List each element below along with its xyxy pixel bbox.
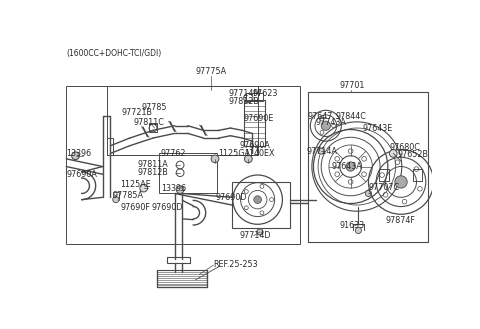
Bar [107, 86, 258, 155]
Text: 97690A: 97690A [66, 170, 97, 179]
Text: 97643E: 97643E [362, 123, 393, 133]
Circle shape [254, 196, 262, 204]
Text: 91633: 91633 [339, 221, 364, 230]
Bar [308, 92, 428, 242]
Text: 97812B: 97812B [229, 97, 260, 106]
Bar [413, 169, 422, 181]
Circle shape [257, 229, 263, 235]
Text: 97762: 97762 [161, 149, 186, 158]
Text: 1140EX: 1140EX [244, 149, 275, 158]
Text: REF.25-253: REF.25-253 [214, 260, 258, 269]
Text: (1600CC+DOHC-TCI/GDI): (1600CC+DOHC-TCI/GDI) [66, 49, 161, 58]
Circle shape [321, 121, 330, 130]
Text: 97721B: 97721B [122, 108, 153, 117]
Text: 97690D: 97690D [215, 193, 247, 202]
Text: 97812B: 97812B [137, 168, 168, 177]
Text: 13396: 13396 [66, 149, 91, 158]
Text: 13396: 13396 [161, 184, 186, 192]
Text: 97743A: 97743A [316, 118, 347, 127]
Text: 97647: 97647 [308, 112, 334, 121]
Circle shape [113, 196, 119, 203]
Bar [113, 192, 119, 200]
Text: 97714M: 97714M [229, 89, 261, 98]
Bar [159, 153, 217, 193]
Bar [244, 100, 264, 146]
Text: 97690E: 97690E [244, 114, 274, 123]
Circle shape [346, 162, 355, 171]
Text: 97707C: 97707C [369, 183, 399, 192]
Bar [149, 123, 157, 132]
Text: 97714A: 97714A [306, 147, 337, 156]
Text: 97811A: 97811A [137, 161, 168, 169]
Bar [246, 93, 263, 101]
Text: 97874F: 97874F [385, 216, 415, 225]
Bar [232, 182, 290, 228]
Circle shape [72, 152, 79, 160]
Bar [66, 86, 300, 243]
Circle shape [140, 184, 147, 192]
Circle shape [395, 176, 407, 188]
Text: 97690D: 97690D [152, 203, 183, 212]
Text: 97811C: 97811C [133, 118, 165, 127]
Circle shape [365, 190, 372, 196]
Bar [379, 169, 389, 181]
Circle shape [211, 155, 219, 163]
Text: 1125GA: 1125GA [218, 149, 250, 158]
Text: 97775A: 97775A [195, 67, 227, 76]
Text: 97623: 97623 [252, 89, 277, 98]
Text: 97652B: 97652B [397, 150, 428, 160]
Circle shape [176, 186, 184, 193]
Text: 1125AE: 1125AE [120, 180, 151, 189]
Text: 97690F: 97690F [120, 203, 150, 212]
Text: 97701: 97701 [339, 81, 364, 90]
Text: 97844C: 97844C [335, 112, 366, 121]
Text: 97714D: 97714D [240, 231, 271, 240]
Text: 97643A: 97643A [331, 162, 362, 171]
Bar [167, 257, 190, 263]
Circle shape [389, 150, 397, 157]
Circle shape [355, 227, 361, 234]
Text: 97690A: 97690A [240, 141, 271, 150]
Bar [107, 138, 113, 155]
Text: 97785A: 97785A [113, 190, 144, 199]
Bar [157, 270, 207, 288]
Circle shape [244, 155, 252, 163]
Circle shape [318, 148, 324, 154]
Text: 97680C: 97680C [389, 143, 420, 152]
Text: 97785: 97785 [142, 103, 167, 112]
